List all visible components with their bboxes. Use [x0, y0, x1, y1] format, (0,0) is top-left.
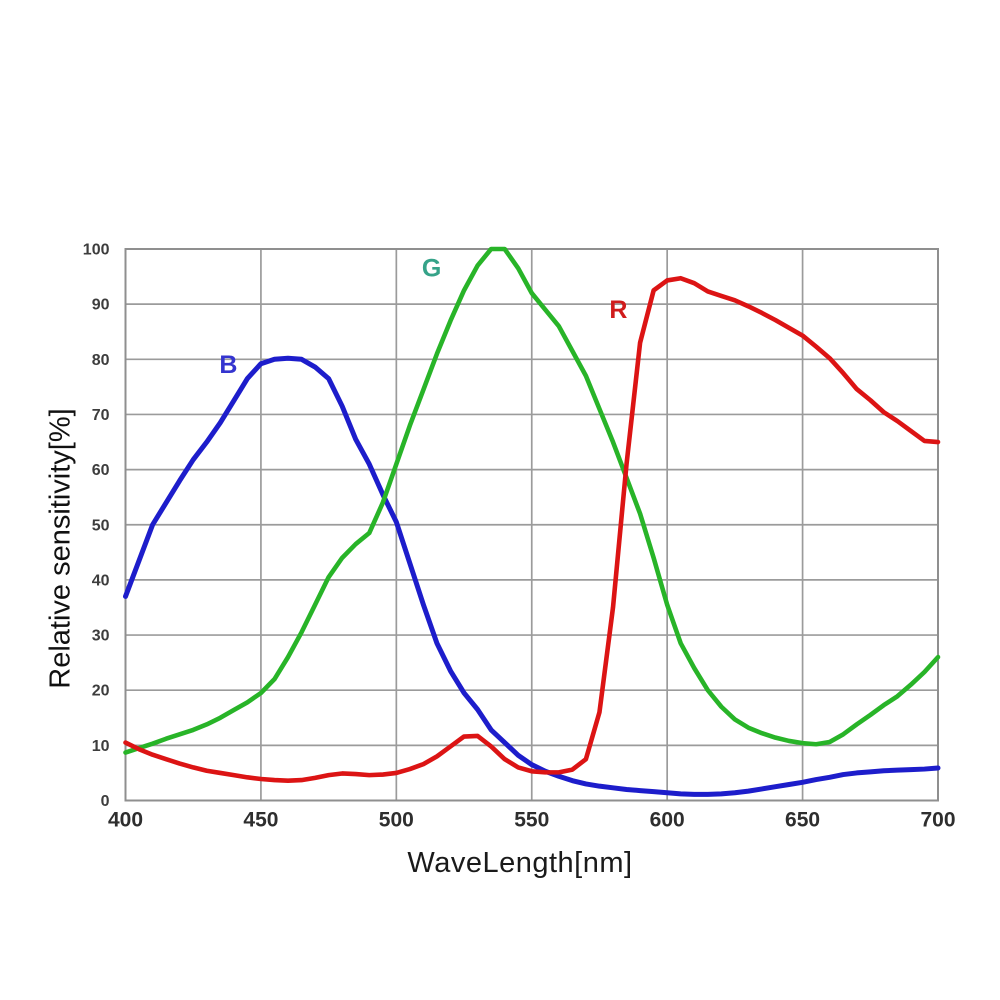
- series-line-G: [123, 246, 941, 755]
- y-tick-label-20: 20: [92, 683, 110, 700]
- y-tick-label-60: 60: [92, 462, 110, 479]
- series-label-B: B: [219, 351, 237, 379]
- series-label-G: G: [422, 255, 441, 283]
- y-axis-title: Relative sensitivity[%]: [44, 408, 77, 689]
- y-tick-label-50: 50: [92, 517, 110, 534]
- y-tick-label-70: 70: [92, 407, 110, 424]
- plot-border: [124, 248, 939, 802]
- series-label-R: R: [609, 296, 627, 324]
- y-tick-label-100: 100: [83, 242, 110, 259]
- y-tick-label-10: 10: [92, 738, 110, 755]
- x-tick-label-450: 450: [243, 809, 278, 832]
- series-line-R: [123, 275, 941, 783]
- y-tick-label-90: 90: [92, 297, 110, 314]
- y-tick-label-40: 40: [92, 572, 110, 589]
- series-line-B: [123, 355, 941, 797]
- x-tick-label-500: 500: [379, 809, 414, 832]
- x-tick-label-600: 600: [650, 809, 685, 832]
- x-tick-label-400: 400: [108, 809, 143, 832]
- y-tick-label-80: 80: [92, 352, 110, 369]
- x-tick-label-700: 700: [920, 809, 955, 832]
- y-tick-label-0: 0: [101, 793, 110, 810]
- x-axis-title: WaveLength[nm]: [407, 847, 633, 879]
- x-tick-label-550: 550: [514, 809, 549, 832]
- y-tick-label-30: 30: [92, 628, 110, 645]
- x-tick-label-650: 650: [785, 809, 820, 832]
